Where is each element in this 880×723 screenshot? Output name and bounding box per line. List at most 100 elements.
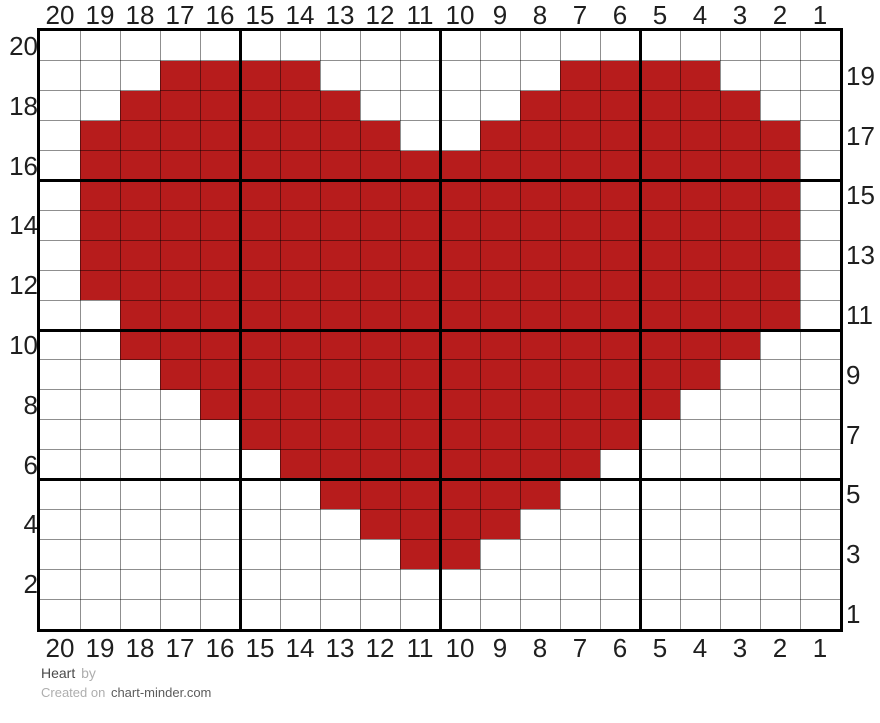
column-label-bottom: 19 (85, 633, 115, 663)
grid-cell-empty (520, 509, 560, 540)
grid-cell-empty (40, 31, 80, 61)
grid-cell-empty (160, 539, 200, 570)
grid-cell-filled (400, 389, 440, 420)
grid-cell-filled (520, 449, 560, 480)
grid-cell-filled (560, 359, 600, 390)
grid-cell-filled (280, 90, 320, 121)
grid-cell-filled (80, 210, 120, 241)
grid-cell-filled (560, 330, 600, 360)
grid-cell-empty (600, 449, 640, 480)
grid-cell-empty (800, 509, 840, 540)
grid-cell-empty (560, 599, 600, 629)
grid-cell-filled (560, 180, 600, 211)
grid-cell-empty (240, 599, 280, 629)
grid-cell-empty (800, 389, 840, 420)
grid-cell-filled (160, 240, 200, 271)
grid-cell-empty (520, 599, 560, 629)
row-label-right: 9 (846, 359, 861, 390)
row-label-right: 19 (846, 60, 875, 91)
grid-cell-filled (440, 300, 480, 330)
grid-cell-filled (760, 270, 800, 301)
grid-cell-empty (120, 569, 160, 600)
grid-cell-empty (440, 31, 480, 61)
grid-cell-empty (80, 31, 120, 61)
column-label-top: 9 (492, 0, 508, 30)
grid-cell-filled (640, 270, 680, 301)
grid-cell-empty (240, 509, 280, 540)
grid-cell-filled (720, 120, 760, 151)
grid-cell-empty (320, 569, 360, 600)
grid-cell-empty (200, 539, 240, 570)
column-label-bottom: 9 (492, 633, 508, 663)
column-label-bottom: 8 (532, 633, 548, 663)
grid-cell-filled (360, 300, 400, 330)
grid-cell-filled (240, 419, 280, 450)
grid-cell-empty (120, 419, 160, 450)
grid-cell-filled (520, 359, 560, 390)
grid-cell-empty (640, 599, 680, 629)
grid-cell-empty (360, 60, 400, 91)
grid-cell-filled (120, 240, 160, 271)
grid-cell-filled (520, 270, 560, 301)
grid-cell-filled (320, 210, 360, 241)
grid-cell-filled (200, 359, 240, 390)
row-label-left: 10 (9, 329, 38, 360)
grid-cell-filled (400, 509, 440, 540)
grid-cell-empty (600, 569, 640, 600)
grid-cell-filled (600, 419, 640, 450)
column-label-top: 18 (125, 0, 155, 30)
grid-cell-empty (360, 90, 400, 121)
grid-cell-empty (160, 479, 200, 510)
grid-cell-filled (480, 180, 520, 211)
grid-cell-filled (200, 240, 240, 271)
grid-cell-filled (160, 330, 200, 360)
grid-cell-empty (280, 539, 320, 570)
grid-cell-filled (400, 539, 440, 570)
grid-cell-filled (360, 359, 400, 390)
grid-cell-empty (800, 449, 840, 480)
grid-cell-empty (600, 509, 640, 540)
grid-cell-empty (40, 599, 80, 629)
grid-cell-filled (240, 60, 280, 91)
grid-cell-empty (40, 120, 80, 151)
column-label-top: 10 (445, 0, 475, 30)
grid-cell-filled (600, 270, 640, 301)
grid-cell-empty (120, 479, 160, 510)
grid-cell-empty (640, 31, 680, 61)
grid-cell-empty (720, 389, 760, 420)
grid-cell-filled (560, 90, 600, 121)
grid-cell-empty (680, 449, 720, 480)
grid-cell-filled (560, 150, 600, 181)
grid-cell-filled (80, 120, 120, 151)
grid-cell-filled (320, 90, 360, 121)
grid-cell-filled (160, 150, 200, 181)
column-label-bottom: 10 (445, 633, 475, 663)
column-label-bottom: 15 (245, 633, 275, 663)
grid-cell-filled (480, 300, 520, 330)
row-label-left: 12 (9, 270, 38, 301)
column-label-top: 14 (285, 0, 315, 30)
grid-cell-empty (760, 90, 800, 121)
grid-cell-filled (360, 419, 400, 450)
grid-cell-filled (160, 210, 200, 241)
column-label-bottom: 7 (572, 633, 588, 663)
grid-cell-empty (480, 599, 520, 629)
grid-cell-empty (120, 359, 160, 390)
grid-cell-filled (640, 330, 680, 360)
grid-cell-empty (720, 479, 760, 510)
grid-cell-filled (440, 509, 480, 540)
grid-cell-filled (400, 419, 440, 450)
grid-cell-empty (200, 31, 240, 61)
column-label-top: 16 (205, 0, 235, 30)
grid-cell-empty (480, 60, 520, 91)
grid-cell-empty (360, 569, 400, 600)
grid-cell-filled (280, 419, 320, 450)
grid-cell-filled (240, 359, 280, 390)
column-label-bottom: 16 (205, 633, 235, 663)
column-label-bottom: 14 (285, 633, 315, 663)
grid-cell-filled (320, 300, 360, 330)
grid-cell-empty (40, 300, 80, 330)
grid-cell-filled (680, 90, 720, 121)
column-label-top: 19 (85, 0, 115, 30)
grid-cell-empty (40, 359, 80, 390)
